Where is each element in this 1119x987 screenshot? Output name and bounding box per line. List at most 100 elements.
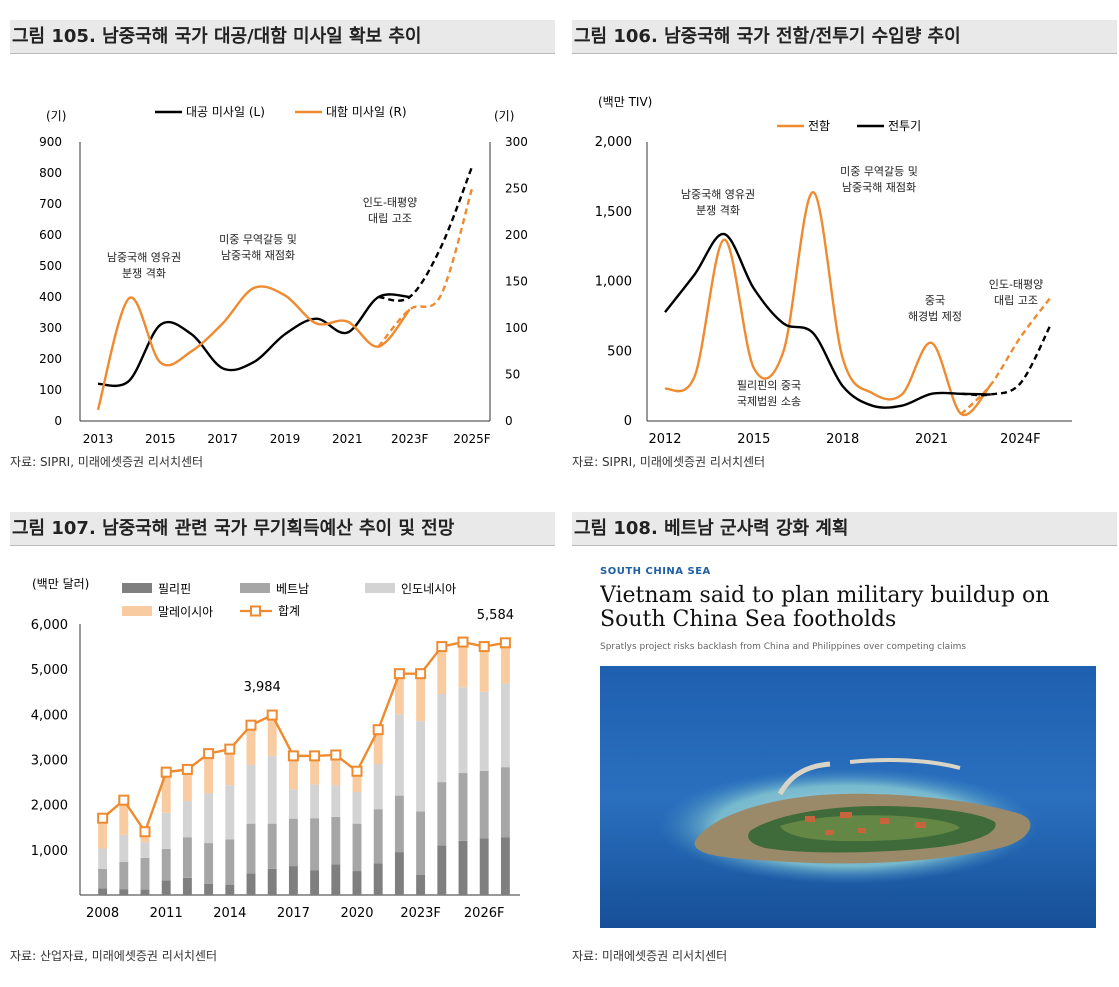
bar-segment-말레이시아 bbox=[416, 673, 426, 722]
x-tick-label: 2008 bbox=[86, 906, 119, 921]
y-tick-label-left: 800 bbox=[39, 166, 62, 180]
x-tick-label: 2021 bbox=[915, 432, 948, 447]
x-tick-label: 2014 bbox=[213, 906, 246, 921]
source-note: 자료: SIPRI, 미래에셋증권 리서치센터 bbox=[10, 455, 204, 469]
x-tick-label: 2021 bbox=[332, 432, 363, 446]
bar-segment-인도네시아 bbox=[373, 764, 383, 810]
bar-segment-필리핀 bbox=[161, 880, 171, 895]
bar-segment-베트남 bbox=[394, 795, 404, 853]
total-marker bbox=[139, 826, 151, 838]
bar-segment-베트남 bbox=[161, 848, 171, 881]
chart-107: 1,000 2,000 3,000 4,000 5,000 6,000 2008 2011 20… bbox=[31, 577, 520, 921]
total-marker bbox=[266, 709, 278, 721]
y-tick-label-left: 0 bbox=[54, 414, 62, 428]
x-tick-label: 2019 bbox=[270, 432, 301, 446]
y-tick-label-left: 900 bbox=[39, 135, 62, 149]
bar-segment-말레이시아 bbox=[119, 800, 129, 835]
bar-segment-인도네시아 bbox=[204, 793, 214, 844]
total-marker bbox=[97, 812, 109, 824]
annotation: 국제법원 소송 bbox=[737, 395, 801, 408]
bar-segment-인도네시아 bbox=[288, 789, 298, 819]
bar-segment-필리핀 bbox=[204, 883, 214, 895]
legend-label: 말레이시아 bbox=[158, 605, 213, 619]
bar-segment-필리핀 bbox=[225, 884, 235, 895]
bar-segment-필리핀 bbox=[98, 888, 108, 895]
legend-swatch bbox=[365, 583, 395, 593]
annotation: 인도-태평양 bbox=[989, 278, 1044, 291]
legend-label: 합계 bbox=[278, 604, 300, 618]
bar-segment-인도네시아 bbox=[479, 691, 489, 771]
series-forecast-대공 미사일 (L) bbox=[378, 166, 474, 302]
article-headline: Vietnam said to plan military buildup on… bbox=[600, 583, 1050, 632]
y-tick-label: 5,000 bbox=[31, 663, 68, 678]
annotation: 해경법 제정 bbox=[908, 309, 962, 323]
bar-segment-말레이시아 bbox=[352, 771, 362, 793]
chart-105: 0 100 200 300 400 500 600 700 800 900 0 50 100 150 200… bbox=[39, 105, 528, 446]
bar-segment-베트남 bbox=[119, 862, 129, 890]
bar-segment-인도네시아 bbox=[416, 721, 426, 812]
legend-label: 대함 미사일 (R) bbox=[326, 105, 407, 119]
bar-segment-인도네시아 bbox=[437, 694, 447, 783]
legend-label: 대공 미사일 (L) bbox=[186, 105, 265, 119]
bar-segment-베트남 bbox=[352, 823, 362, 872]
bar-segment-인도네시아 bbox=[246, 764, 256, 824]
bar-segment-베트남 bbox=[288, 818, 298, 867]
bar-segment-필리핀 bbox=[310, 870, 320, 895]
bar-segment-말레이시아 bbox=[246, 725, 256, 765]
total-marker bbox=[245, 719, 257, 731]
bar-segment-베트남 bbox=[267, 823, 277, 869]
y-tick-label-left: 300 bbox=[39, 321, 62, 335]
x-tick-label: 2017 bbox=[207, 432, 238, 446]
bar-segment-말레이시아 bbox=[373, 729, 383, 765]
bar-segment-필리핀 bbox=[500, 837, 510, 895]
bar-segment-베트남 bbox=[416, 811, 426, 875]
total-marker bbox=[499, 637, 511, 649]
bar-segment-말레이시아 bbox=[394, 673, 404, 715]
legend-label: 필리핀 bbox=[158, 582, 191, 596]
legend-label: 전투기 bbox=[888, 119, 921, 133]
bar-segment-인도네시아 bbox=[225, 785, 235, 840]
y-tick-label-right: 50 bbox=[505, 368, 520, 382]
bar-segment-필리핀 bbox=[331, 864, 341, 895]
y-tick-label: 0 bbox=[624, 414, 632, 429]
annotation: 필리핀의 중국 bbox=[737, 379, 801, 392]
y-axis-unit: (백만 달러) bbox=[32, 577, 89, 591]
bar-segment-인도네시아 bbox=[500, 683, 510, 768]
bar-segment-필리핀 bbox=[394, 852, 404, 895]
total-marker bbox=[351, 765, 363, 777]
annotation: 미중 무역갈등 및 bbox=[219, 232, 297, 246]
legend-label: 베트남 bbox=[276, 582, 309, 596]
legend-label: 전함 bbox=[808, 119, 830, 133]
total-marker bbox=[457, 636, 469, 648]
y-tick-label: 6,000 bbox=[31, 618, 68, 633]
annotation: 미중 무역갈등 및 bbox=[840, 164, 918, 178]
bar-segment-말레이시아 bbox=[331, 754, 341, 786]
data-label: 3,984 bbox=[244, 680, 281, 695]
legend-label: 인도네시아 bbox=[401, 582, 456, 596]
bar-segment-인도네시아 bbox=[458, 687, 468, 774]
annotation: 대립 고조 bbox=[368, 212, 412, 225]
panel-title: 그림 106. 남중국해 국가 전함/전투기 수입량 추이 bbox=[572, 20, 1117, 54]
y-tick-label: 4,000 bbox=[31, 708, 68, 723]
annotation: 분쟁 격화 bbox=[696, 204, 740, 217]
bar-segment-인도네시아 bbox=[161, 812, 171, 849]
x-tick-label: 2017 bbox=[277, 906, 310, 921]
total-marker bbox=[160, 766, 172, 778]
y-tick-label: 1,000 bbox=[595, 275, 632, 290]
bar-segment-베트남 bbox=[437, 782, 447, 846]
panel-title: 그림 105. 남중국해 국가 대공/대함 미사일 확보 추이 bbox=[10, 20, 555, 54]
bar-segment-필리핀 bbox=[140, 889, 150, 895]
y-tick-label: 3,000 bbox=[31, 754, 68, 769]
article-subhead: Spratlys project risks backlash from Chi… bbox=[600, 642, 967, 652]
x-tick-label: 2023F bbox=[391, 432, 429, 446]
series-forecast-전투기 bbox=[961, 325, 1052, 397]
news-article-clip: SOUTH CHINA SEA Vietnam said to plan mil… bbox=[600, 560, 1100, 936]
article-kicker: SOUTH CHINA SEA bbox=[600, 566, 711, 577]
bar-segment-인도네시아 bbox=[310, 784, 320, 819]
bar-segment-베트남 bbox=[479, 770, 489, 839]
x-tick-label: 2020 bbox=[340, 906, 373, 921]
data-label: 5,584 bbox=[477, 608, 514, 623]
bar-segment-말레이시아 bbox=[479, 646, 489, 692]
source-note: 자료: SIPRI, 미래에셋증권 리서치센터 bbox=[572, 455, 766, 469]
bar-segment-필리핀 bbox=[437, 845, 447, 895]
